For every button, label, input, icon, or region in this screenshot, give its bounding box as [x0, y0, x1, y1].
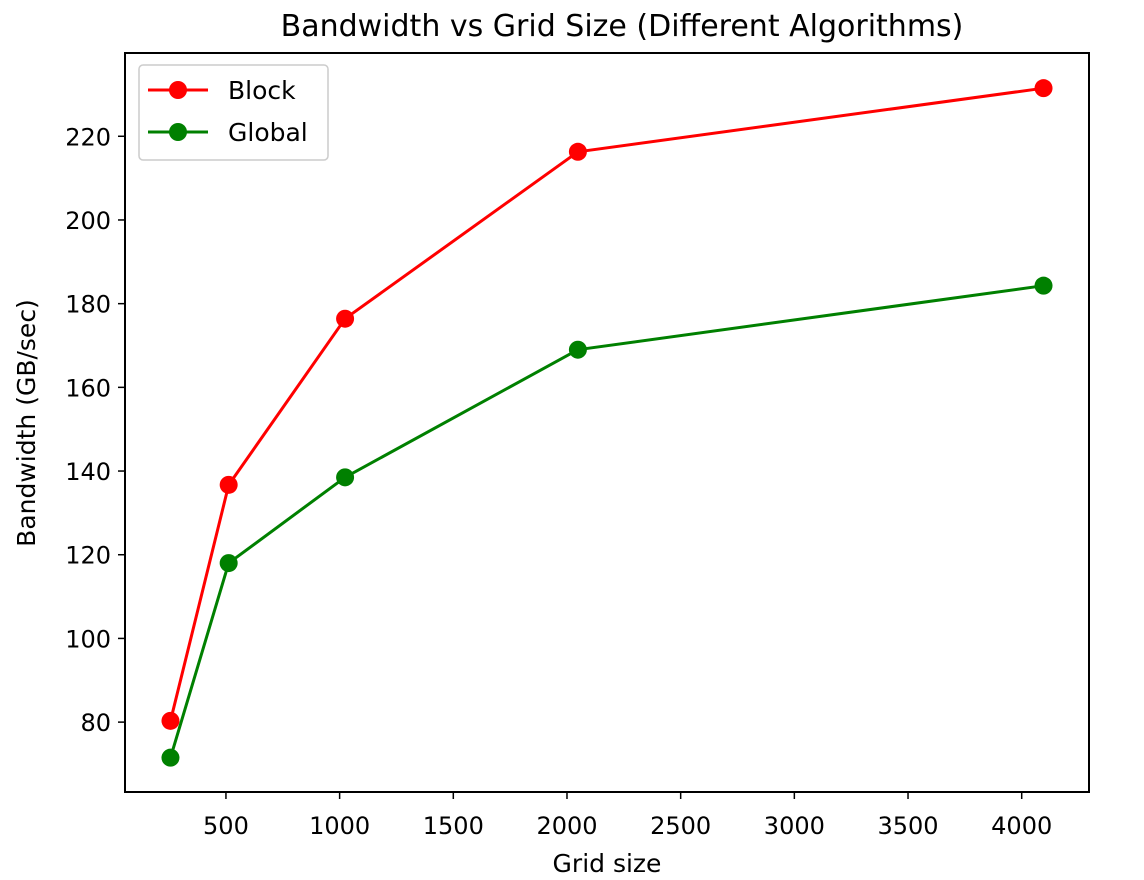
y-axis: 80 100 120 140 160 180 200 220 [65, 123, 125, 737]
x-tick-label: 1500 [423, 812, 484, 840]
data-point-global [161, 748, 180, 767]
data-point-block [336, 309, 355, 328]
x-tick-label: 2000 [536, 812, 597, 840]
plot-area [161, 79, 1053, 767]
y-tick-label: 220 [65, 123, 111, 151]
data-point-block [161, 711, 180, 730]
x-tick-label: 3500 [877, 812, 938, 840]
y-axis-label: Bandwidth (GB/sec) [12, 299, 41, 547]
data-point-block [219, 475, 238, 494]
legend-label-global: Global [228, 118, 308, 147]
y-tick-label: 200 [65, 207, 111, 235]
x-tick-label: 2500 [650, 812, 711, 840]
legend-label-block: Block [228, 76, 296, 105]
y-tick-label: 140 [65, 458, 111, 486]
x-tick-label: 500 [203, 812, 249, 840]
chart-title: Bandwidth vs Grid Size (Different Algori… [281, 9, 964, 44]
x-axis: 500 1000 1500 2000 2500 3000 3500 4000 [203, 792, 1052, 840]
data-point-global [568, 340, 587, 359]
x-tick-label: 1000 [309, 812, 370, 840]
x-axis-label: Grid size [553, 849, 662, 878]
y-tick-label: 160 [65, 374, 111, 402]
data-point-global [1034, 276, 1053, 295]
x-tick-label: 3000 [764, 812, 825, 840]
y-tick-label: 100 [65, 625, 111, 653]
y-tick-label: 180 [65, 291, 111, 319]
legend: Block Global [138, 64, 329, 161]
plot-frame [124, 52, 1090, 793]
data-point-block [568, 142, 587, 161]
x-tick-label: 4000 [991, 812, 1052, 840]
data-point-block [1034, 79, 1053, 98]
legend-marker-block [169, 81, 187, 99]
data-point-global [336, 468, 355, 487]
legend-marker-global [169, 123, 187, 141]
y-tick-label: 120 [65, 542, 111, 570]
data-point-global [219, 554, 238, 573]
y-tick-label: 80 [80, 709, 111, 737]
